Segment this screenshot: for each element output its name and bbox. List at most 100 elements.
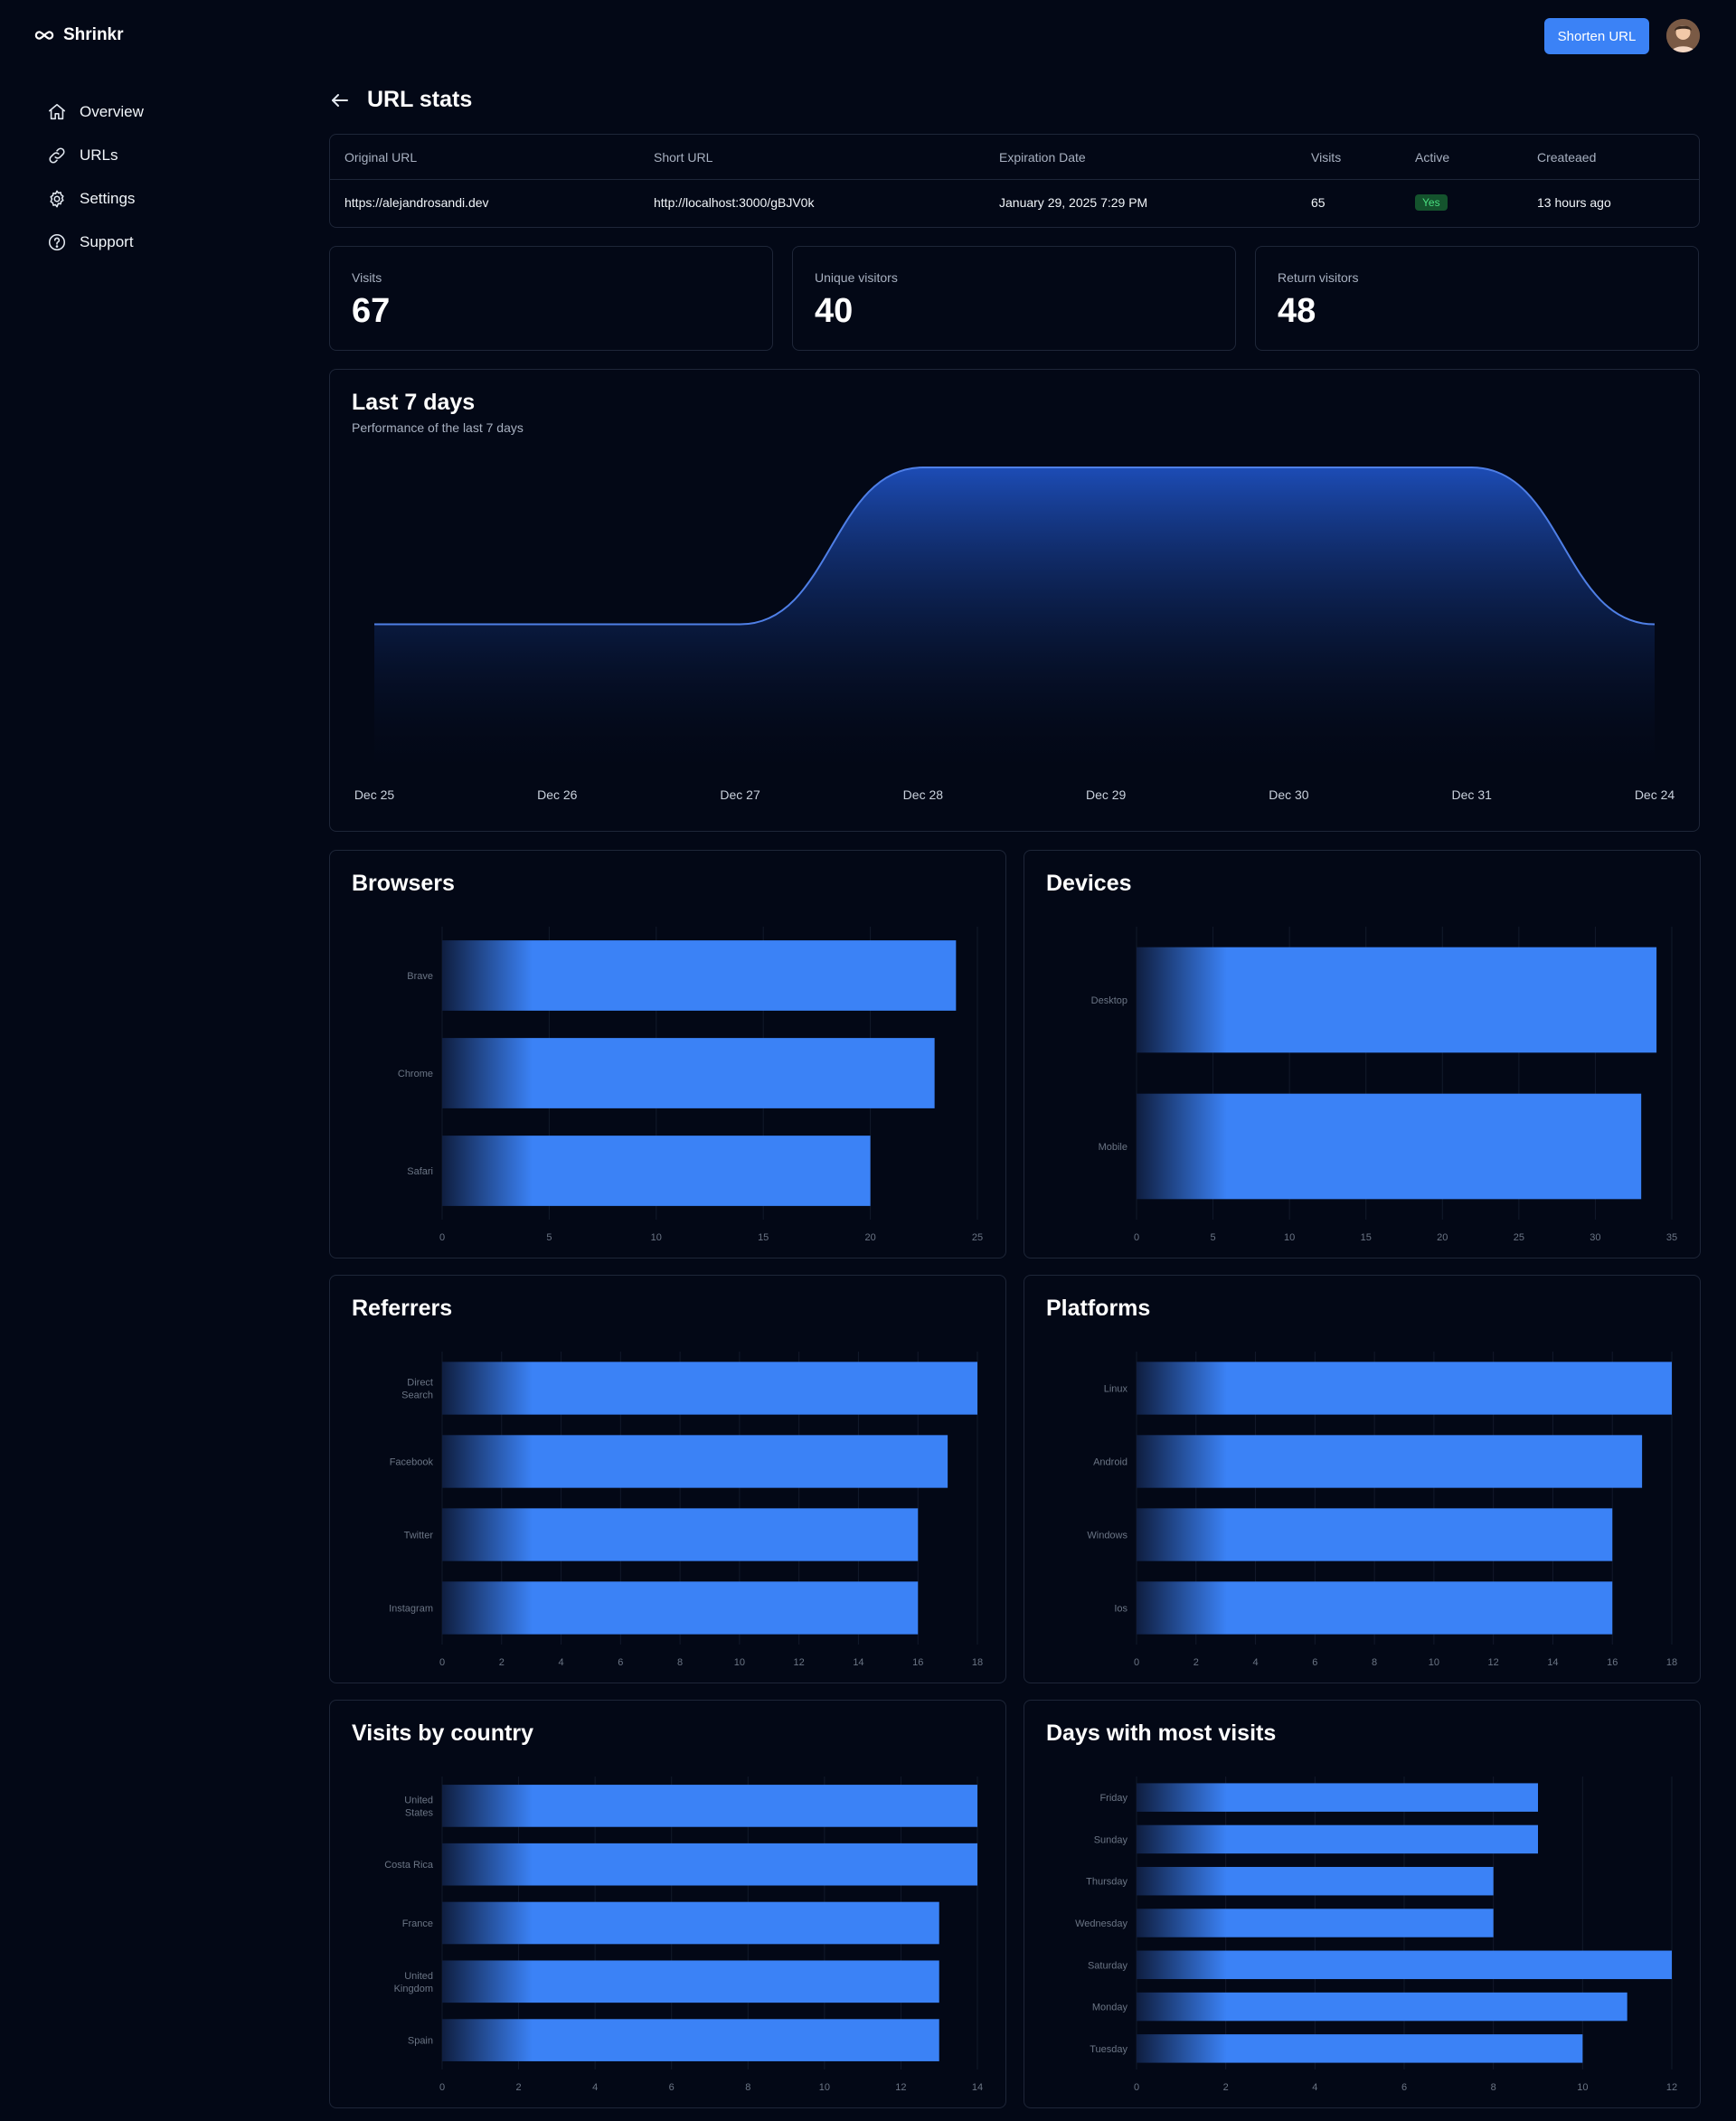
x-tick-label: 30 <box>1590 1232 1600 1243</box>
stat-label: Unique visitors <box>815 270 898 285</box>
sidebar-item-support[interactable]: Support <box>47 221 144 264</box>
bar[interactable] <box>1137 1950 1672 1980</box>
brand-name: Shrinkr <box>63 25 124 44</box>
x-tick-label: 2 <box>1194 1657 1199 1668</box>
x-tick-label: 6 <box>1401 2082 1407 2093</box>
browsers-chart: 0 5 10 15 20 25 Brave Chrome Safari <box>398 927 983 1243</box>
x-tick-label: 6 <box>669 2082 675 2093</box>
back-arrow-icon[interactable] <box>329 90 351 111</box>
y-tick-label: Kingdom <box>394 1984 433 1994</box>
x-tick-label: 18 <box>972 1657 983 1668</box>
table-row[interactable]: https://alejandrosandi.dev http://localh… <box>330 180 1699 225</box>
status-badge: Yes <box>1415 194 1448 211</box>
bar[interactable] <box>1137 1581 1613 1635</box>
bar[interactable] <box>442 1435 948 1488</box>
bar[interactable] <box>442 1785 977 1827</box>
bar[interactable] <box>442 1508 919 1561</box>
bar[interactable] <box>1137 1866 1494 1896</box>
table-header-row: Original URL Short URL Expiration Date V… <box>330 135 1699 180</box>
x-tick-label: 20 <box>864 1232 875 1243</box>
bar[interactable] <box>442 1038 935 1108</box>
stat-label: Visits <box>352 270 382 285</box>
sidebar-item-label: Overview <box>80 103 144 120</box>
card-title: Devices <box>1046 871 1132 896</box>
bar[interactable] <box>442 1960 939 2003</box>
sidebar-item-settings[interactable]: Settings <box>47 177 144 221</box>
x-tick-label: 10 <box>819 2082 830 2093</box>
bar[interactable] <box>1137 1435 1643 1488</box>
column-header: Short URL <box>654 150 713 165</box>
bar[interactable] <box>1137 1783 1538 1812</box>
short-url[interactable]: http://localhost:3000/gBJV0k <box>654 195 815 210</box>
x-tick-label: 15 <box>758 1232 769 1243</box>
y-tick-label: Direct <box>407 1378 433 1389</box>
card-subtitle: Performance of the last 7 days <box>352 420 524 435</box>
brand-logo[interactable]: Shrinkr <box>34 25 124 45</box>
y-tick-label: Search <box>401 1390 433 1401</box>
bar[interactable] <box>442 940 957 1011</box>
last-7-days-card: Last 7 days Performance of the last 7 da… <box>329 369 1700 832</box>
x-tick-label: Dec 30 <box>1269 787 1309 802</box>
sidebar-item-label: URLs <box>80 146 118 164</box>
x-tick-label: 10 <box>734 1657 745 1668</box>
stat-value: 40 <box>815 292 854 330</box>
bar[interactable] <box>1137 947 1657 1053</box>
y-tick-label: Monday <box>1092 2003 1128 2013</box>
y-tick-label: Instagram <box>389 1604 433 1615</box>
x-tick-label: 5 <box>546 1232 552 1243</box>
page-title: URL stats <box>367 87 473 112</box>
x-tick-label: 16 <box>912 1657 923 1668</box>
sidebar-item-urls[interactable]: URLs <box>47 134 144 177</box>
x-tick-label: 20 <box>1437 1232 1448 1243</box>
y-tick-label: Facebook <box>390 1457 434 1468</box>
x-tick-label: 10 <box>1284 1232 1295 1243</box>
bar[interactable] <box>1137 1362 1672 1415</box>
sidebar-item-overview[interactable]: Overview <box>47 90 144 134</box>
bar[interactable] <box>442 2019 939 2061</box>
stat-value: 67 <box>352 292 391 330</box>
x-tick-label: 2 <box>499 1657 505 1668</box>
help-circle-icon <box>48 233 66 251</box>
area-line <box>373 467 1656 626</box>
bar[interactable] <box>442 1901 939 1945</box>
x-tick-label: 0 <box>439 1657 445 1668</box>
devices-card: Devices 0 5 10 15 20 25 30 35 Desktop Mobile <box>1024 850 1701 1258</box>
bar[interactable] <box>442 1136 871 1206</box>
y-tick-label: United <box>404 1795 433 1805</box>
bar[interactable] <box>1137 1508 1613 1561</box>
x-tick-label: 10 <box>1577 2082 1588 2093</box>
y-tick-label: Wednesday <box>1075 1918 1127 1929</box>
x-tick-label: 14 <box>853 1657 863 1668</box>
x-tick-label: 8 <box>745 2082 750 2093</box>
stat-card-return-visitors: Return visitors 48 <box>1255 246 1699 351</box>
stat-card-visits: Visits 67 <box>329 246 773 351</box>
x-tick-label: 14 <box>972 2082 983 2093</box>
y-tick-label: Tuesday <box>1090 2044 1127 2055</box>
avatar[interactable] <box>1666 19 1700 52</box>
bar[interactable] <box>1137 1824 1538 1854</box>
y-tick-label: Safari <box>407 1166 433 1177</box>
bar[interactable] <box>1137 1093 1642 1200</box>
shorten-url-button[interactable]: Shorten URL <box>1544 18 1649 54</box>
y-tick-label: France <box>402 1918 433 1929</box>
bar[interactable] <box>442 1362 977 1415</box>
x-tick-label: 15 <box>1361 1232 1372 1243</box>
x-tick-label: 25 <box>972 1232 983 1243</box>
original-url[interactable]: https://alejandrosandi.dev <box>344 195 489 210</box>
column-header: Expiration Date <box>999 150 1086 165</box>
bar[interactable] <box>442 1581 919 1635</box>
x-tick-label: 12 <box>895 2082 906 2093</box>
bar[interactable] <box>1137 2034 1583 2063</box>
y-tick-label: United <box>404 1971 433 1982</box>
x-tick-label: Dec 27 <box>720 787 760 802</box>
last-7-days-chart: Dec 25 Dec 26 Dec 27 Dec 28 Dec 29 Dec 30 Dec … <box>354 467 1675 802</box>
card-title: Last 7 days <box>352 390 476 415</box>
bar[interactable] <box>1137 1992 1628 2022</box>
x-tick-label: 4 <box>1312 2082 1317 2093</box>
y-tick-label: Twitter <box>404 1531 434 1541</box>
y-tick-label: Thursday <box>1086 1877 1127 1888</box>
y-tick-label: Ios <box>1114 1604 1127 1615</box>
bar[interactable] <box>442 1843 977 1886</box>
bar[interactable] <box>1137 1909 1494 1937</box>
